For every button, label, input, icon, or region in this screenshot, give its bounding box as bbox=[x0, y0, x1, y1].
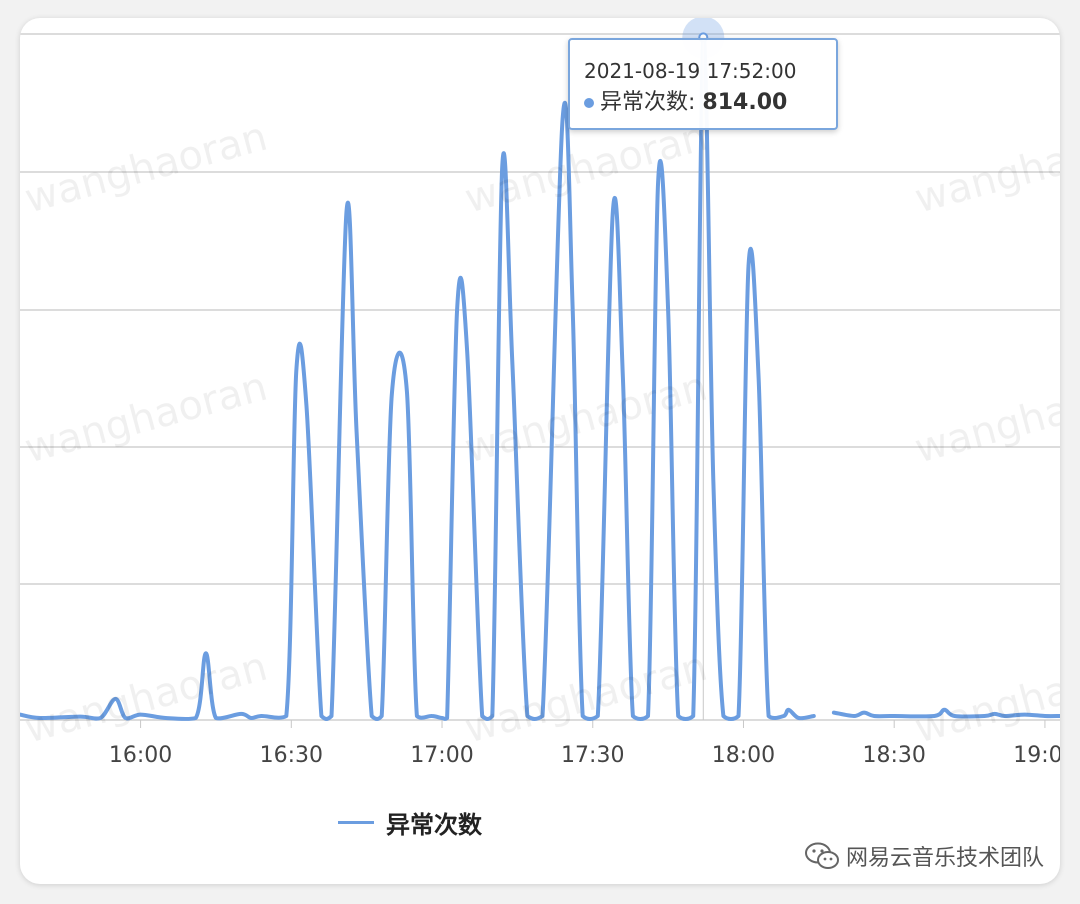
tooltip-row: 异常次数: 814.00 bbox=[584, 86, 822, 120]
x-tick-label: 16:30 bbox=[260, 743, 323, 768]
x-tick-label: 17:30 bbox=[561, 743, 624, 768]
legend-label[interactable]: 异常次数 bbox=[386, 810, 482, 839]
x-tick-label: 18:00 bbox=[712, 743, 775, 768]
wechat-icon bbox=[804, 842, 839, 869]
data-tooltip: 2021-08-19 17:52:00 异常次数: 814.00 bbox=[568, 38, 838, 130]
x-tick-label: 18:30 bbox=[862, 743, 925, 768]
tooltip-value: 814.00 bbox=[702, 90, 788, 115]
series-dot-icon bbox=[584, 98, 594, 108]
x-tick-label: 17:00 bbox=[410, 743, 473, 768]
brand-watermark: 网易云音乐技术团队 bbox=[804, 840, 1044, 872]
line-chart: 16:00 16:30 17:00 17:30 18:00 18:30 19:00 bbox=[20, 18, 1060, 768]
legend-line-icon bbox=[338, 820, 374, 824]
series-line bbox=[831, 707, 1060, 719]
brand-label: 网易云音乐技术团队 bbox=[845, 846, 1044, 871]
x-tick-label: 16:00 bbox=[109, 743, 172, 768]
series-line bbox=[20, 34, 816, 722]
x-tick-label: 19:00 bbox=[1013, 743, 1060, 768]
tooltip-series-label: 异常次数 bbox=[600, 90, 689, 115]
chart-legend[interactable]: 异常次数 bbox=[338, 804, 482, 840]
tooltip-time: 2021-08-19 17:52:00 bbox=[584, 59, 797, 83]
